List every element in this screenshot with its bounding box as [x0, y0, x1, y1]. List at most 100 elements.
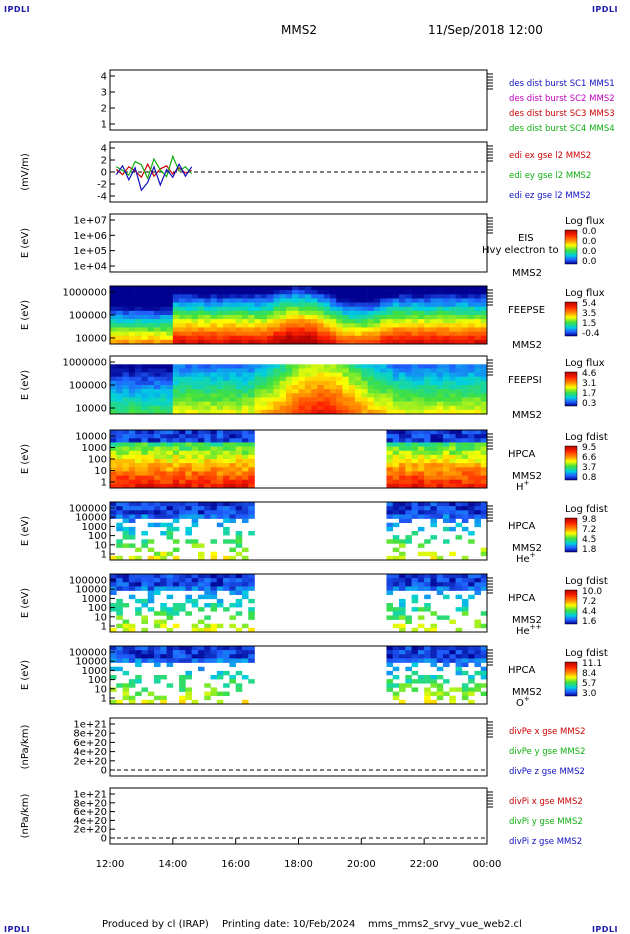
- spectrogram-cell: [204, 483, 211, 489]
- spectrogram-cell: [348, 302, 356, 308]
- spectrogram-cell: [248, 372, 255, 378]
- spectrogram-cell: [342, 401, 350, 407]
- spectrogram-cell: [436, 310, 444, 316]
- spectrogram-cell: [166, 463, 174, 468]
- spectrogram-cell: [223, 302, 230, 308]
- spectrogram-cell: [172, 574, 180, 579]
- spectrogram-cell: [128, 286, 136, 291]
- spectrogram-cell: [443, 483, 450, 489]
- spectrogram-cell: [185, 582, 192, 587]
- spectrogram-cell: [443, 679, 450, 684]
- spectrogram-cell: [229, 650, 236, 655]
- spectrogram-cell: [304, 393, 312, 398]
- spectrogram-cell: [461, 385, 469, 390]
- spectrogram-cell: [166, 586, 174, 591]
- spectrogram-cell: [474, 380, 482, 386]
- spectrogram-cell: [147, 409, 155, 415]
- spectrogram-cell: [141, 531, 148, 536]
- spectrogram-cell: [449, 442, 456, 447]
- spectrogram-cell: [216, 699, 224, 705]
- spectrogram-cell: [116, 578, 123, 583]
- spectrogram-cell: [223, 510, 230, 515]
- spectrogram-cell: [449, 294, 456, 299]
- colorbar-label: 9.8: [582, 515, 597, 525]
- spectrogram-cell: [241, 319, 249, 324]
- spectrogram-cell: [449, 315, 456, 320]
- spectrogram-cell: [166, 323, 174, 328]
- spectrogram-cell: [172, 555, 180, 561]
- spectrogram-cell: [311, 319, 318, 324]
- spectrogram-cell: [311, 389, 318, 394]
- spectrogram-cell: [172, 463, 180, 468]
- spectrogram-cell: [160, 397, 167, 402]
- spectrogram-cell: [336, 315, 343, 320]
- spectrogram-cell: [342, 380, 350, 386]
- spectrogram-cell: [468, 467, 475, 472]
- spectrogram-cell: [336, 323, 343, 328]
- spectrogram-cell: [449, 397, 456, 402]
- spectrogram-cell: [399, 335, 406, 341]
- spectrogram-cell: [361, 397, 368, 402]
- spectrogram-cell: [153, 555, 161, 561]
- spectrogram-cell: [241, 502, 249, 507]
- spectrogram-cell: [367, 376, 375, 382]
- spectrogram-cell: [128, 479, 136, 485]
- spectrogram-cell: [141, 298, 148, 303]
- spectrogram-cell: [367, 339, 375, 345]
- spectrogram-cell: [241, 380, 249, 386]
- spectrogram-cell: [386, 430, 394, 435]
- spectrogram-cell: [141, 619, 148, 625]
- spectrogram-cell: [241, 506, 249, 511]
- spectrogram-cell: [430, 679, 438, 684]
- spectrogram-cell: [411, 430, 419, 435]
- spectrogram-cell: [329, 310, 337, 316]
- spectrogram-cell: [122, 306, 130, 312]
- spectrogram-cell: [417, 607, 425, 612]
- spectrogram-cell: [443, 471, 450, 476]
- spectrogram-cell: [279, 331, 287, 337]
- spectrogram-cell: [474, 590, 482, 596]
- spectrogram-cell: [455, 397, 463, 402]
- spectrogram-cell: [128, 385, 136, 390]
- spectrogram-cell: [417, 502, 425, 507]
- spectrogram-cell: [399, 607, 406, 612]
- spectrogram-cell: [160, 699, 167, 705]
- spectrogram-cell: [480, 401, 488, 407]
- spectrogram-cell: [172, 607, 180, 612]
- spectrogram-cell: [141, 401, 148, 407]
- spectrogram-cell: [292, 319, 299, 324]
- spectrogram-cell: [235, 586, 243, 591]
- spectrogram-cell: [197, 594, 205, 600]
- spectrogram-cell: [153, 368, 161, 373]
- spectrogram-cell: [216, 603, 224, 608]
- y-tick-label: 10000: [75, 585, 107, 596]
- spectrogram-cell: [461, 463, 469, 468]
- spectrogram-cell: [216, 315, 224, 320]
- spectrogram-cell: [411, 310, 419, 316]
- spectrogram-cell: [260, 364, 268, 369]
- spectrogram-cell: [122, 331, 130, 337]
- spectrogram-cell: [474, 687, 482, 692]
- spectrogram-cell: [128, 450, 136, 456]
- spectrogram-cell: [367, 302, 375, 308]
- spectrogram-cell: [248, 646, 255, 651]
- spectrogram-cell: [210, 506, 218, 511]
- spectrogram-cell: [116, 514, 123, 519]
- spectrogram-cell: [417, 459, 425, 464]
- spectrogram-cell: [216, 319, 224, 324]
- spectrogram-cell: [191, 471, 199, 476]
- spectrogram-cell: [480, 405, 488, 411]
- spectrogram-cell: [298, 385, 306, 390]
- spectrogram-cell: [229, 290, 236, 295]
- spectrogram-cell: [254, 376, 262, 382]
- spectrogram-cell: [424, 310, 431, 316]
- spectrogram-cell: [417, 393, 425, 398]
- spectrogram-cell: [197, 438, 205, 443]
- spectrogram-cell: [361, 335, 368, 341]
- spectrogram-cell: [386, 479, 394, 485]
- spectrogram-cell: [179, 306, 186, 312]
- spectrogram-cell: [399, 368, 406, 373]
- spectrogram-cell: [430, 454, 438, 460]
- spectrogram-cell: [468, 675, 475, 680]
